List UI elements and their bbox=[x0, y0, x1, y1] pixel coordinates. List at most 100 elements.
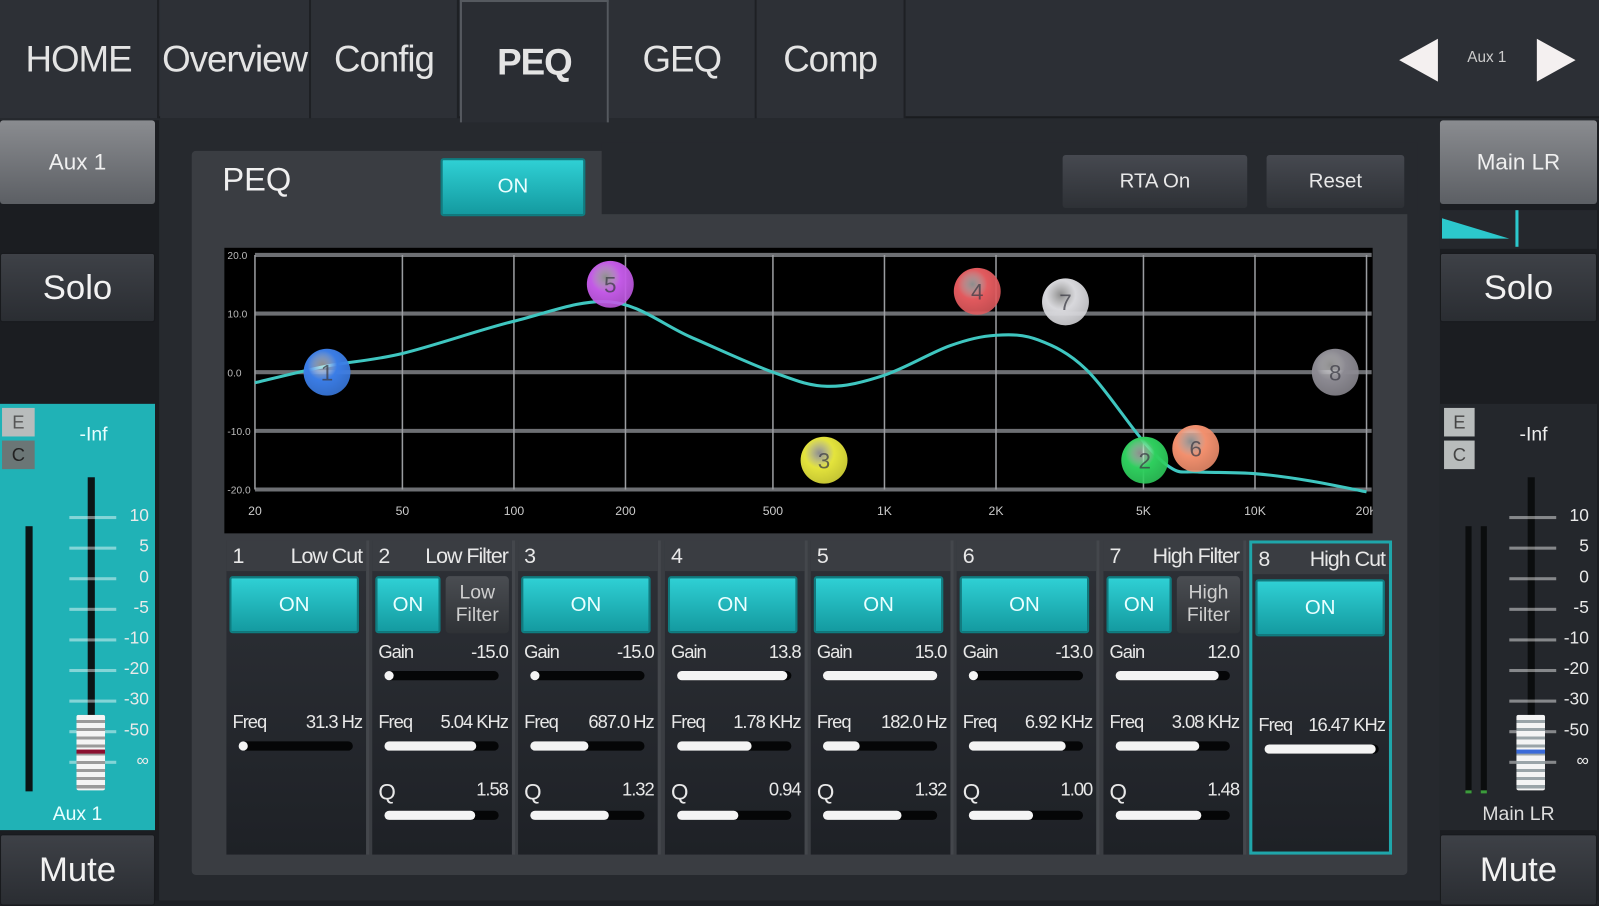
fader-scale-label: ∞ bbox=[1576, 750, 1589, 770]
freq-slider[interactable] bbox=[1115, 741, 1230, 751]
gain-label: Gain bbox=[378, 641, 414, 662]
tab-overview[interactable]: Overview bbox=[160, 0, 312, 119]
band-on-button[interactable]: ON bbox=[667, 576, 798, 634]
q-label: Q bbox=[378, 779, 395, 805]
band-type: High Filter bbox=[1152, 544, 1240, 569]
main-lr-channel-button[interactable]: Main LR bbox=[1439, 120, 1598, 204]
band-on-button[interactable]: ON bbox=[375, 576, 441, 634]
band-on-button[interactable]: ON bbox=[1255, 579, 1385, 637]
eq-node-circle[interactable] bbox=[586, 260, 634, 308]
freq-slider[interactable] bbox=[677, 741, 792, 751]
fader-handle[interactable] bbox=[76, 714, 106, 791]
freq-slider[interactable] bbox=[968, 741, 1084, 751]
band-on-button[interactable]: ON bbox=[959, 576, 1090, 634]
fader-scale-label: 0 bbox=[139, 567, 149, 587]
band-number: 7 bbox=[1109, 544, 1122, 569]
gain-slider[interactable] bbox=[384, 671, 499, 681]
c-button[interactable]: C bbox=[2, 440, 35, 470]
fader-scale-tick bbox=[1509, 516, 1557, 520]
band-number: 2 bbox=[378, 544, 390, 569]
q-slider[interactable] bbox=[677, 810, 792, 820]
eq-node-8[interactable]: 8 bbox=[1311, 348, 1359, 396]
q-value: 1.32 bbox=[622, 779, 655, 800]
q-slider[interactable] bbox=[530, 810, 645, 820]
gain-slider[interactable] bbox=[822, 671, 938, 681]
eq-node-4[interactable]: 4 bbox=[953, 267, 1001, 315]
gain-slider[interactable] bbox=[1115, 671, 1230, 681]
freq-slider[interactable] bbox=[530, 741, 645, 751]
eq-node-circle[interactable] bbox=[800, 436, 848, 484]
band-on-button[interactable]: ON bbox=[521, 576, 651, 634]
band-number: 5 bbox=[816, 544, 829, 569]
freq-slider[interactable] bbox=[384, 741, 499, 751]
y-tick-label: -10.0 bbox=[227, 427, 251, 438]
band-on-button[interactable]: ON bbox=[1106, 576, 1172, 634]
tab-geq[interactable]: GEQ bbox=[608, 0, 757, 119]
tab-home[interactable]: HOME bbox=[0, 0, 160, 119]
q-value: 1.00 bbox=[1060, 779, 1094, 800]
q-slider[interactable] bbox=[384, 810, 499, 820]
q-slider[interactable] bbox=[968, 810, 1084, 820]
triangle-left-icon[interactable] bbox=[1397, 37, 1440, 84]
eq-node-circle[interactable] bbox=[1311, 348, 1359, 396]
band-header: 6 bbox=[956, 540, 1097, 572]
freq-row: Freq 31.3 Hz bbox=[233, 712, 364, 733]
solo-button[interactable]: Solo bbox=[0, 252, 156, 323]
eq-node-5[interactable]: 5 bbox=[586, 260, 634, 308]
fader-track bbox=[1527, 477, 1535, 774]
band-strip-4: 4 ON Gain 13.8 Freq 1.78 KHz Q 0.94 bbox=[664, 540, 808, 855]
gain-value: -15.0 bbox=[616, 641, 655, 662]
freq-slider[interactable] bbox=[822, 741, 938, 751]
band-number: 4 bbox=[671, 544, 683, 569]
q-slider[interactable] bbox=[822, 810, 938, 820]
eq-node-label: 6 bbox=[1190, 437, 1202, 462]
fader-scale-tick bbox=[1509, 546, 1557, 550]
eq-node-1[interactable]: 1 bbox=[303, 348, 351, 396]
aux1-channel-button[interactable]: Aux 1 bbox=[0, 120, 156, 204]
band-on-button[interactable]: ON bbox=[229, 576, 359, 634]
eq-node-circle[interactable] bbox=[303, 348, 351, 396]
solo-button[interactable]: Solo bbox=[1439, 252, 1598, 323]
eq-node-3[interactable]: 3 bbox=[800, 436, 848, 484]
fader-scale-label: -10 bbox=[1563, 628, 1589, 648]
eq-node-circle[interactable] bbox=[1172, 425, 1220, 472]
mute-button[interactable]: Mute bbox=[1439, 834, 1598, 906]
filter-type-button[interactable]: High Filter bbox=[1176, 576, 1241, 634]
band-on-button[interactable]: ON bbox=[813, 576, 944, 634]
tab-peq[interactable]: PEQ bbox=[459, 0, 609, 123]
eq-node-circle[interactable] bbox=[953, 267, 1001, 315]
q-value: 0.94 bbox=[768, 779, 802, 800]
eq-node-circle[interactable] bbox=[1121, 436, 1169, 484]
rta-on-button[interactable]: RTA On bbox=[1062, 155, 1248, 209]
eq-node-7[interactable]: 7 bbox=[1042, 278, 1089, 326]
gain-slider[interactable] bbox=[677, 671, 792, 681]
tab-config[interactable]: Config bbox=[311, 0, 459, 119]
gain-label: Gain bbox=[962, 641, 999, 662]
freq-slider[interactable] bbox=[238, 741, 353, 751]
band-type: High Cut bbox=[1309, 547, 1386, 572]
triangle-right-icon[interactable] bbox=[1535, 37, 1578, 84]
mute-button[interactable]: Mute bbox=[0, 834, 156, 906]
filter-type-button[interactable]: Low Filter bbox=[445, 576, 509, 634]
q-row: Q 1.48 bbox=[1110, 779, 1241, 806]
gain-slider[interactable] bbox=[968, 671, 1084, 681]
fader-scale-tick bbox=[1509, 607, 1557, 611]
tab-comp[interactable]: Comp bbox=[756, 0, 906, 119]
gain-row: Gain -15.0 bbox=[524, 641, 655, 662]
gain-slider[interactable] bbox=[530, 671, 645, 681]
eq-graph[interactable]: 20.0 10.0 0.0 -10.0 -20.0 20 50 100 200 500 1K 2K 5K… bbox=[224, 247, 1373, 534]
eq-node-circle[interactable] bbox=[1042, 278, 1089, 326]
q-slider[interactable] bbox=[1115, 810, 1230, 820]
x-tick-label: 20K bbox=[1356, 504, 1373, 518]
c-button[interactable]: C bbox=[1444, 440, 1475, 470]
reset-button[interactable]: Reset bbox=[1266, 155, 1405, 209]
e-button[interactable]: E bbox=[1444, 407, 1475, 437]
fader-handle[interactable] bbox=[1516, 714, 1545, 791]
y-tick-label: 10.0 bbox=[227, 310, 247, 321]
eq-node-6[interactable]: 6 bbox=[1172, 425, 1220, 472]
eq-node-2[interactable]: 2 bbox=[1121, 436, 1169, 484]
peq-on-button[interactable]: ON bbox=[440, 158, 586, 217]
level-meter-right bbox=[1480, 526, 1487, 794]
e-button[interactable]: E bbox=[2, 407, 35, 437]
freq-slider[interactable] bbox=[1264, 744, 1379, 754]
